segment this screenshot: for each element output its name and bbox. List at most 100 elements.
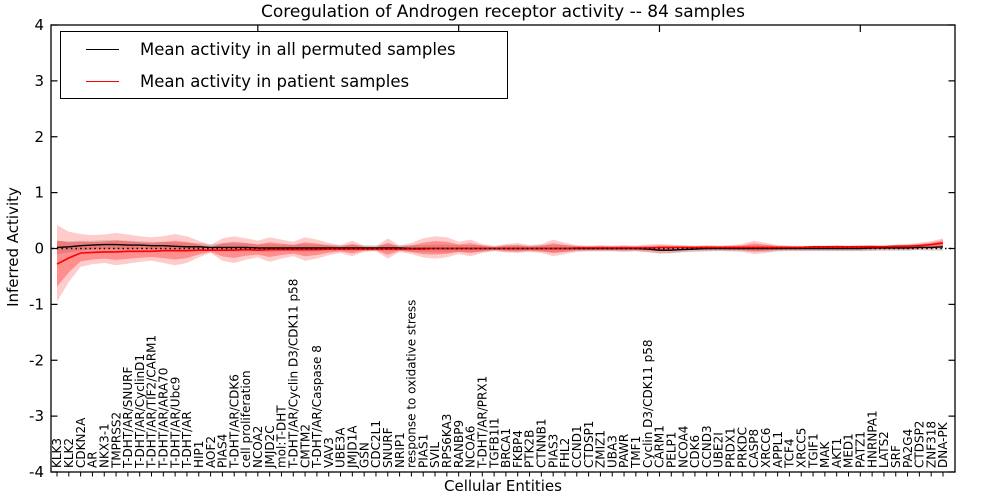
x-category-label: TMF1 xyxy=(629,436,643,469)
x-category-label: AKT1 xyxy=(830,438,844,468)
x-category-label: Cyclin D3/CDK11 p58 xyxy=(641,339,655,468)
x-category-label: AOF2 xyxy=(204,436,218,468)
x-category-label: XRCC6 xyxy=(759,428,773,468)
permuted-confidence-band xyxy=(57,240,943,255)
legend-item-patient: Mean activity in patient samples xyxy=(61,65,507,97)
y-tick-label: 2 xyxy=(34,128,44,146)
y-tick-label: 0 xyxy=(34,240,44,258)
x-category-label: SRF xyxy=(889,445,903,468)
x-category-label: CCND1 xyxy=(570,425,584,468)
y-tick-label: 3 xyxy=(34,72,44,90)
x-category-label: PATZ1 xyxy=(854,431,868,468)
x-category-label: MED1 xyxy=(842,433,856,468)
x-category-label: NCOA6 xyxy=(464,426,478,468)
x-category-label: PAWR xyxy=(617,434,631,468)
x-category-label: cell proliferation xyxy=(239,370,253,468)
x-category-label: ZMIZ1 xyxy=(594,430,608,468)
x-category-label: RANBP9 xyxy=(452,420,466,468)
legend-label-patient: Mean activity in patient samples xyxy=(140,71,410,91)
y-tick-label: -1 xyxy=(29,295,44,313)
x-category-label: VAV3 xyxy=(322,437,336,468)
x-category-label: TCF4 xyxy=(783,438,797,469)
x-category-label: HIP1 xyxy=(192,441,206,468)
x-category-label: NKX3-1 xyxy=(97,423,111,468)
x-axis-label: Cellular Entities xyxy=(444,477,562,495)
x-category-label: CTDSP1 xyxy=(582,421,596,468)
x-category-label: T-DHT/AR/Cyclin D3/CDK11 p58 xyxy=(286,279,300,469)
x-category-label: DNA-PK xyxy=(936,421,950,468)
x-category-label: T-DHT/AR/Caspase 8 xyxy=(310,345,324,469)
x-category-label: CDC2L1 xyxy=(369,420,383,468)
x-category-label: T-DHT/AR/SNURF xyxy=(121,367,135,470)
x-category-label: TGIF1 xyxy=(806,433,820,469)
y-tick-label: 4 xyxy=(34,16,44,34)
x-category-label: T-DHT/AR/PRX1 xyxy=(475,376,489,469)
x-category-label: SVIL xyxy=(428,442,442,468)
legend-item-permuted: Mean activity in all permuted samples xyxy=(61,33,507,65)
x-category-label: T-DHT/AR/ARA70 xyxy=(157,368,171,469)
patient-confidence-band-outer xyxy=(57,225,943,302)
x-category-label: TMPRSS2 xyxy=(109,412,123,469)
x-category-label: response to oxidative stress xyxy=(405,300,419,468)
x-category-label: PRKDC xyxy=(735,427,749,468)
x-category-label: PIAS4 xyxy=(216,434,230,468)
x-category-label: CARM1 xyxy=(653,425,667,468)
y-axis-label: Inferred Activity xyxy=(4,187,22,307)
x-category-label: KLK3 xyxy=(50,438,64,468)
x-category-label: T-DHT/AR/TIF2/CARM1 xyxy=(145,335,159,469)
x-category-label: APPL1 xyxy=(771,431,785,468)
x-category-label: T-DHT/AR xyxy=(180,411,194,469)
x-category-label: CTNNB1 xyxy=(535,418,549,468)
patient-line-swatch xyxy=(86,80,119,82)
x-category-label: UBE3A xyxy=(334,427,348,468)
patient-confidence-band-inner xyxy=(57,240,943,287)
x-category-label: RPS6KA3 xyxy=(440,414,454,468)
x-category-label: UBE2I xyxy=(712,432,726,468)
x-category-label: PIAS3 xyxy=(546,434,560,468)
y-tick-label: -2 xyxy=(29,351,44,369)
x-category-label: CMTM2 xyxy=(298,424,312,468)
x-category-label: ZNF318 xyxy=(924,421,938,468)
x-category-label: HNRNPA1 xyxy=(865,410,879,468)
x-category-label: FKBP4 xyxy=(511,430,525,468)
x-category-label: KLK2 xyxy=(62,438,76,468)
x-category-label: CCND3 xyxy=(700,425,714,468)
x-category-label: UBA3 xyxy=(605,435,619,468)
x-category-label: CTDSP2 xyxy=(913,421,927,468)
chart-title: Coregulation of Androgen receptor activi… xyxy=(260,2,746,22)
legend-label-permuted: Mean activity in all permuted samples xyxy=(140,39,456,59)
x-category-label: PA2G4 xyxy=(901,429,915,468)
x-category-label: mol:T-DHT xyxy=(275,405,289,468)
x-category-label: T-DHT/AR/Ubc9 xyxy=(168,377,182,469)
x-category-label: AR xyxy=(86,451,100,468)
x-category-label: GSN xyxy=(357,442,371,468)
permuted-line-swatch xyxy=(86,48,119,50)
x-category-label: FHL2 xyxy=(558,438,572,468)
x-category-label: PTK2B xyxy=(523,430,537,468)
y-tick-label: 1 xyxy=(34,184,44,202)
x-category-label: NCOA4 xyxy=(676,426,690,468)
x-category-label: CASP8 xyxy=(747,429,761,468)
x-category-label: NCOA2 xyxy=(251,426,265,468)
x-category-label: CDK6 xyxy=(688,435,702,468)
y-tick-label: -3 xyxy=(29,407,44,425)
x-category-label: PRDX1 xyxy=(724,427,738,468)
x-category-label: MAK xyxy=(818,440,832,468)
x-category-label: LATS2 xyxy=(877,431,891,468)
x-category-label: JMJD1A xyxy=(346,425,360,469)
y-tick-label: -4 xyxy=(29,463,44,481)
x-category-label: JMJD2C xyxy=(263,425,277,469)
x-category-label: CDKN2A xyxy=(74,417,88,468)
x-category-label: T-DHT/AR/CDK6 xyxy=(227,374,241,469)
x-category-label: SNURF xyxy=(381,427,395,468)
x-category-label: NRIP1 xyxy=(393,432,407,468)
x-category-label: PIAS1 xyxy=(416,434,430,468)
x-category-label: BRCA1 xyxy=(499,428,513,468)
x-category-label: XRCC5 xyxy=(794,428,808,468)
legend: Mean activity in all permuted samples Me… xyxy=(60,31,508,99)
x-category-label: PELP1 xyxy=(664,432,678,468)
x-category-label: T-DHT/AR/CyclinD1 xyxy=(133,354,147,469)
x-category-label: TGFB1I1 xyxy=(487,417,501,469)
